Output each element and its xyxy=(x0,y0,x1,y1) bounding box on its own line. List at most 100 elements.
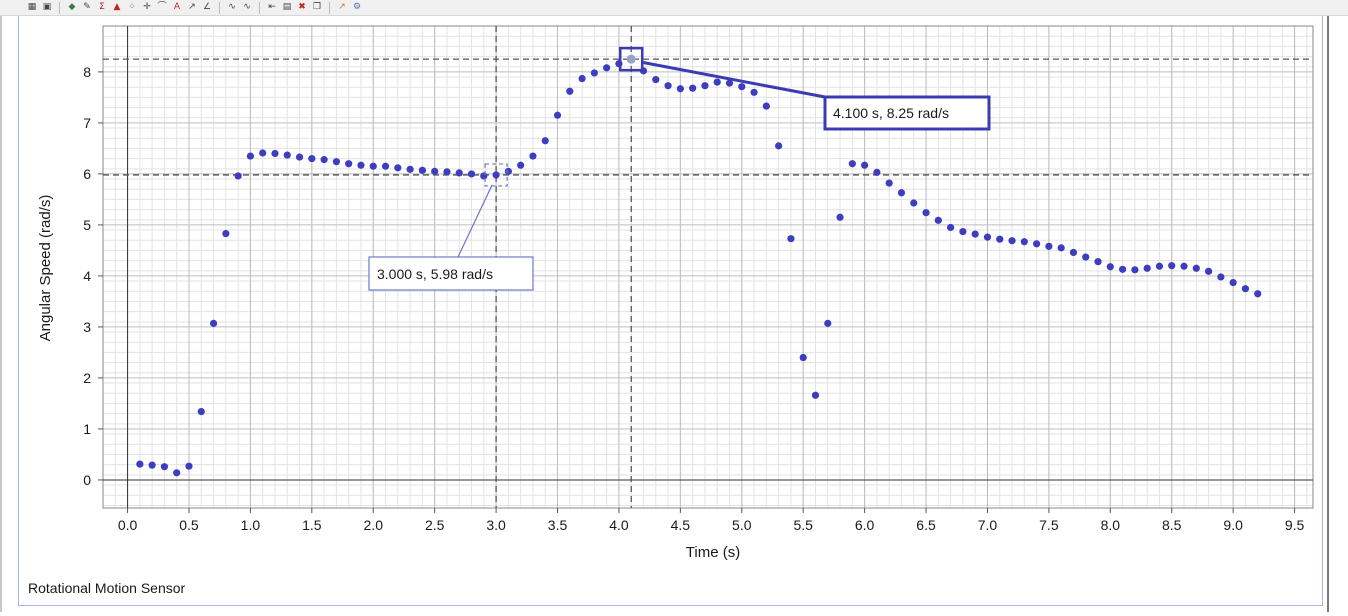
data-point[interactable] xyxy=(775,142,783,150)
data-point[interactable] xyxy=(467,170,476,178)
data-point[interactable] xyxy=(1143,264,1151,272)
data-point[interactable] xyxy=(1057,244,1065,252)
data-point[interactable] xyxy=(996,235,1004,243)
data-point[interactable] xyxy=(222,229,230,238)
data-point[interactable] xyxy=(553,111,562,119)
highlight-icon[interactable]: ✎ xyxy=(83,2,91,12)
data-point[interactable] xyxy=(762,102,770,110)
data-point[interactable] xyxy=(947,223,955,232)
data-point[interactable] xyxy=(664,82,672,90)
data-point[interactable] xyxy=(271,149,279,158)
data-point[interactable] xyxy=(897,189,906,197)
data-point[interactable] xyxy=(1118,265,1127,273)
copy-icon[interactable]: ❐ xyxy=(312,2,322,12)
data-point[interactable] xyxy=(738,83,746,91)
callout-b-marker[interactable] xyxy=(618,46,644,72)
data-point[interactable] xyxy=(455,169,463,177)
data-point[interactable] xyxy=(578,74,586,83)
data-point[interactable] xyxy=(320,156,328,164)
sum-icon[interactable]: Σ xyxy=(99,2,105,12)
data-point[interactable] xyxy=(885,179,893,187)
fit-icon[interactable]: ↗ xyxy=(188,2,196,12)
data-point[interactable] xyxy=(713,78,721,86)
data-point[interactable] xyxy=(431,167,439,175)
data-point[interactable] xyxy=(1155,262,1164,270)
data-point[interactable] xyxy=(259,149,267,157)
data-point[interactable] xyxy=(1008,237,1016,245)
data-point[interactable] xyxy=(1094,258,1102,266)
data-point[interactable] xyxy=(173,469,181,477)
delete-icon[interactable]: ✖ xyxy=(298,2,306,12)
callout-a-box[interactable] xyxy=(368,256,534,291)
data-point[interactable] xyxy=(406,165,414,173)
select-icon[interactable]: ⇤ xyxy=(268,2,276,12)
text-icon[interactable]: A xyxy=(173,2,181,12)
data-point[interactable] xyxy=(824,319,832,327)
data-point[interactable] xyxy=(1254,290,1262,298)
callouts[interactable]: 3.000 s, 5.98 rad/s 4.100 s, 8.25 rad/s xyxy=(368,46,991,291)
data-point[interactable] xyxy=(443,168,451,176)
data-point[interactable] xyxy=(1082,253,1090,261)
data-point[interactable] xyxy=(1204,267,1213,275)
data-point[interactable] xyxy=(394,164,402,172)
data-point[interactable] xyxy=(185,462,193,470)
data-point[interactable] xyxy=(209,319,218,327)
data-point[interactable] xyxy=(1131,266,1139,274)
data-point[interactable] xyxy=(1045,242,1053,250)
data-point[interactable] xyxy=(308,155,316,163)
data-point[interactable] xyxy=(160,463,169,471)
data-point[interactable] xyxy=(934,216,942,224)
triangle-icon[interactable]: ▲ xyxy=(113,2,121,12)
slope-icon[interactable]: ∠ xyxy=(202,2,212,12)
data-point[interactable] xyxy=(836,213,844,221)
data-point[interactable] xyxy=(1020,238,1028,246)
graph-options-icon[interactable]: ▦ xyxy=(27,2,37,12)
data-point[interactable] xyxy=(983,233,992,241)
data-point[interactable] xyxy=(418,166,426,174)
data-point[interactable] xyxy=(197,408,205,416)
data-point[interactable] xyxy=(873,168,881,176)
data-point[interactable] xyxy=(971,230,979,238)
data-point[interactable] xyxy=(689,84,697,92)
data-point[interactable] xyxy=(1069,248,1078,257)
data-point[interactable] xyxy=(750,88,758,96)
data-point[interactable] xyxy=(357,161,365,169)
data-point[interactable] xyxy=(959,227,967,236)
data-point[interactable] xyxy=(480,172,488,180)
window-right-edge[interactable] xyxy=(1327,16,1329,612)
data-point[interactable] xyxy=(910,199,918,207)
data-point[interactable] xyxy=(676,85,684,93)
pin-icon[interactable]: ↗ xyxy=(338,2,346,12)
data-point[interactable] xyxy=(504,167,512,175)
data-point[interactable] xyxy=(922,209,930,217)
data-point[interactable] xyxy=(529,152,537,160)
data-point[interactable] xyxy=(861,161,869,169)
color-icon[interactable]: ◆ xyxy=(68,2,76,12)
data-point[interactable] xyxy=(136,460,144,468)
data-point[interactable] xyxy=(590,69,598,77)
data-point[interactable] xyxy=(381,162,390,170)
crosshair-icon[interactable]: ✛ xyxy=(143,2,151,12)
tangent-icon[interactable]: ⌒ xyxy=(157,2,167,12)
data-point[interactable] xyxy=(246,152,255,160)
data-point[interactable] xyxy=(517,161,525,169)
data-point[interactable] xyxy=(345,160,353,168)
callout-a-marker[interactable] xyxy=(484,163,508,187)
curve-a-icon[interactable]: ∿ xyxy=(228,2,236,12)
data-point[interactable] xyxy=(652,75,660,84)
data-point[interactable] xyxy=(848,160,856,168)
data-point[interactable] xyxy=(1168,262,1176,270)
data-point[interactable] xyxy=(295,153,304,161)
data-point[interactable] xyxy=(1033,240,1041,248)
data-point[interactable] xyxy=(283,151,291,159)
data-point[interactable] xyxy=(603,64,611,72)
data-point[interactable] xyxy=(725,79,734,87)
data-point[interactable] xyxy=(332,158,341,166)
data-point[interactable] xyxy=(799,353,807,362)
data-point[interactable] xyxy=(148,461,156,469)
callout-b-box[interactable] xyxy=(823,95,991,131)
save-icon[interactable]: ▣ xyxy=(42,2,52,12)
scatter-icon[interactable]: ⁘ xyxy=(128,2,136,12)
data-point[interactable] xyxy=(626,54,636,64)
